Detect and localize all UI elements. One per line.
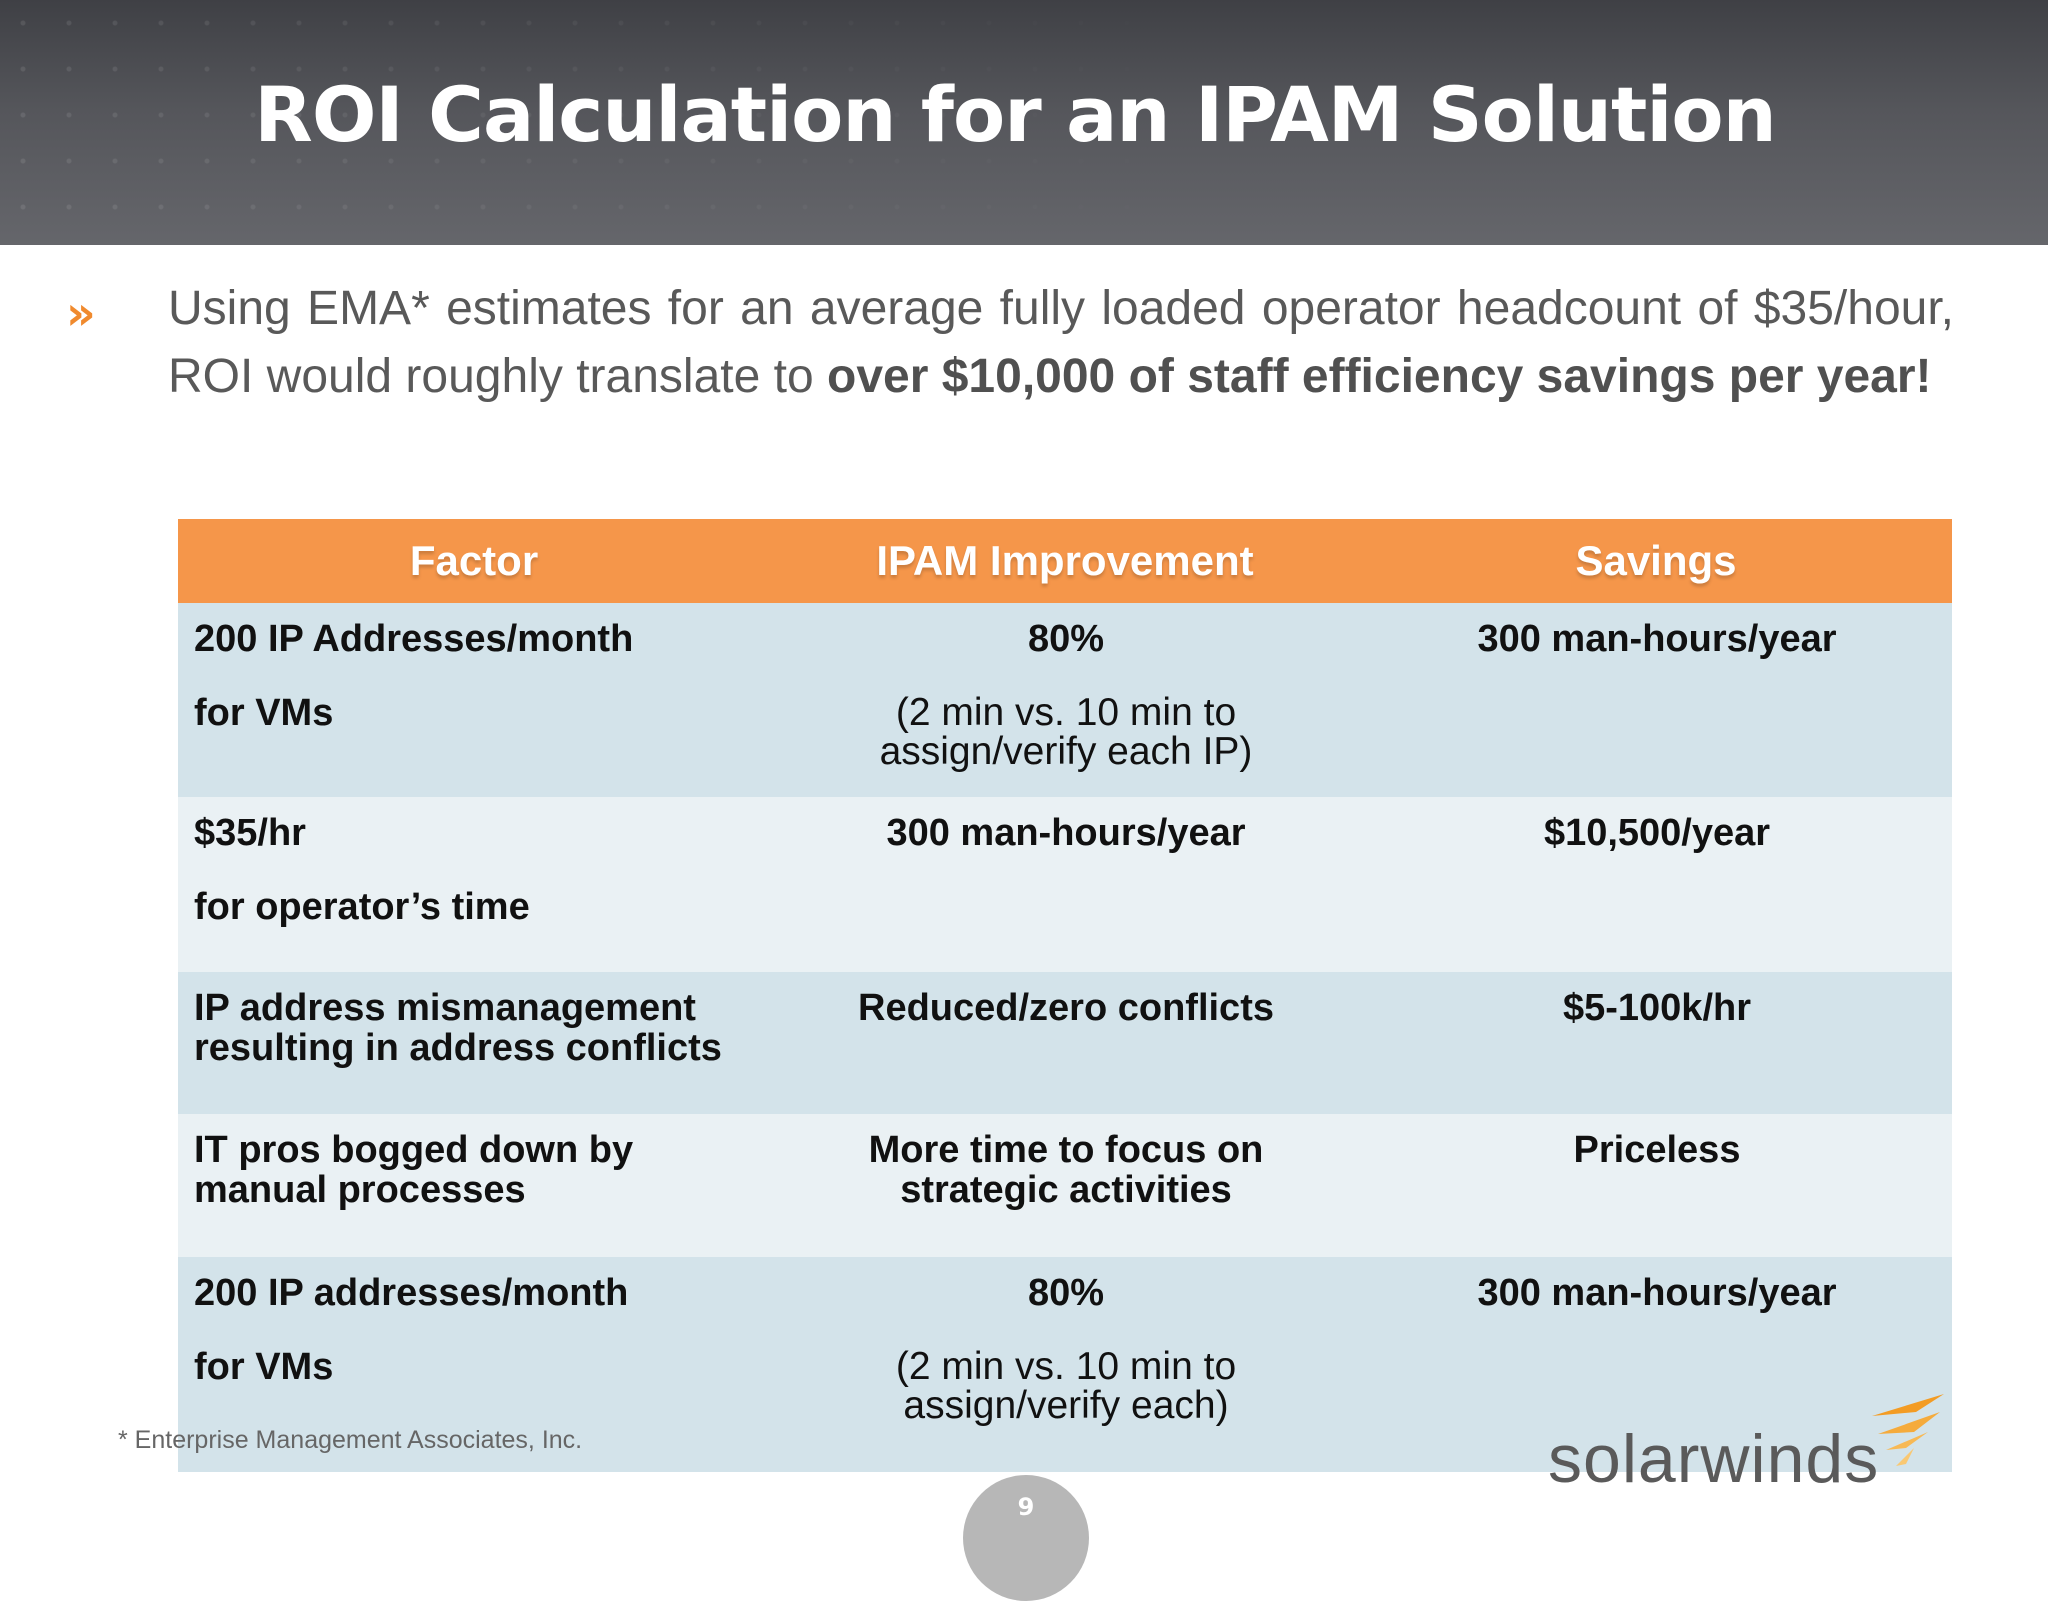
logo-wordmark: solarwinds	[1548, 1421, 1880, 1497]
factor-cell: $35/hr for operator’s time	[178, 797, 770, 972]
savings-cell: 300 man-hours/year	[1360, 1257, 1952, 1472]
savings-cell: 300 man-hours/year	[1360, 603, 1952, 797]
header-savings: Savings	[1360, 519, 1952, 603]
factor-line2: for VMs	[194, 692, 334, 734]
table-row: IT pros bogged down by manual processes …	[178, 1114, 1952, 1257]
improvement-detail: (2 min vs. 10 min to assign/verify each)	[895, 1345, 1237, 1427]
factor-cell: 200 IP addresses/month for VMs	[178, 1257, 770, 1472]
factor-line2: for operator’s time	[194, 886, 530, 928]
dot-pattern	[0, 0, 2048, 245]
table-row: IP address mismanagement resulting in ad…	[178, 972, 1952, 1114]
table-row: $35/hr for operator’s time 300 man-hours…	[178, 797, 1952, 972]
solarwinds-logo: solarwinds	[1548, 1390, 1948, 1500]
roi-table: Factor IPAM Improvement Savings 200 IP A…	[178, 519, 1952, 1472]
factor-cell: IT pros bogged down by manual processes	[178, 1114, 770, 1257]
factor-line1: $35/hr	[194, 812, 306, 854]
improvement-cell: More time to focus on strategic activiti…	[770, 1114, 1360, 1257]
improvement-cell: 300 man-hours/year	[770, 797, 1360, 972]
footnote: * Enterprise Management Associates, Inc.	[118, 1426, 583, 1454]
bullet-marker: »	[66, 286, 96, 340]
improvement-cell: 80% (2 min vs. 10 min to assign/verify e…	[770, 1257, 1360, 1472]
savings-cell: $10,500/year	[1360, 797, 1952, 972]
bullet-text-regular: Using EMA* estimates for an average full…	[168, 282, 1954, 403]
improvement-detail: (2 min vs. 10 min to assign/verify each …	[879, 691, 1253, 773]
factor-line2: for VMs	[194, 1346, 334, 1388]
header-factor: Factor	[178, 519, 770, 603]
title-band: ROI Calculation for an IPAM Solution	[0, 0, 2048, 245]
table-row: 200 IP Addresses/month for VMs 80% (2 mi…	[178, 603, 1952, 797]
page-number: 9	[1017, 1493, 1035, 1521]
bullet-text: Using EMA* estimates for an average full…	[168, 275, 1954, 411]
improvement-cell: Reduced/zero conflicts	[770, 972, 1360, 1114]
savings-cell: Priceless	[1360, 1114, 1952, 1257]
table-header-row: Factor IPAM Improvement Savings	[178, 519, 1952, 603]
factor-cell: IP address mismanagement resulting in ad…	[178, 972, 770, 1114]
improvement-value: 80%	[1027, 1272, 1105, 1314]
factor-line1: 200 IP Addresses/month	[194, 618, 634, 660]
solarwinds-flame-icon	[1872, 1394, 1944, 1466]
slide-title: ROI Calculation for an IPAM Solution	[254, 70, 1776, 159]
factor-cell: 200 IP Addresses/month for VMs	[178, 603, 770, 797]
header-improvement: IPAM Improvement	[770, 519, 1360, 603]
improvement-value: 80%	[1027, 618, 1105, 660]
savings-cell: $5-100k/hr	[1360, 972, 1952, 1114]
page-number-badge: 9	[963, 1475, 1089, 1601]
improvement-cell: 80% (2 min vs. 10 min to assign/verify e…	[770, 603, 1360, 797]
table-row: 200 IP addresses/month for VMs 80% (2 mi…	[178, 1257, 1952, 1472]
bullet-text-bold: over $10,000 of staff efficiency savings…	[827, 350, 1932, 403]
factor-line1: 200 IP addresses/month	[194, 1272, 629, 1314]
